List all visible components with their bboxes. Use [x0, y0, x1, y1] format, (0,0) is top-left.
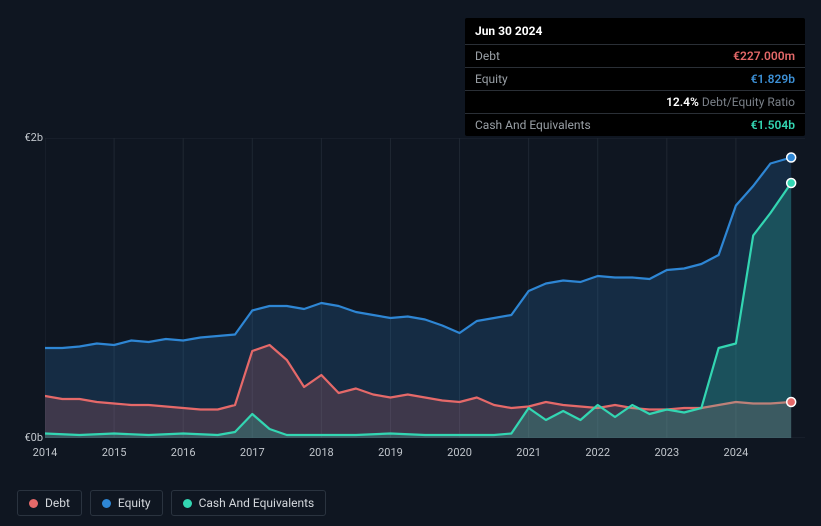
- x-tick-label: 2019: [378, 446, 403, 459]
- legend-item-cash-and-equivalents[interactable]: Cash And Equivalents: [171, 490, 327, 516]
- tooltip-row: Equity€1.829b: [465, 68, 805, 91]
- legend-item-equity[interactable]: Equity: [90, 490, 163, 516]
- x-tick-label: 2024: [724, 446, 749, 459]
- x-tick-label: 2022: [585, 446, 610, 459]
- legend-label: Equity: [118, 496, 151, 510]
- x-tick-label: 2021: [516, 446, 541, 459]
- tooltip-row-label: Debt: [475, 49, 733, 63]
- legend-label: Debt: [45, 496, 70, 510]
- x-tick-label: 2018: [309, 446, 334, 459]
- tooltip-row-label: [475, 95, 666, 109]
- legend-label: Cash And Equivalents: [199, 496, 315, 510]
- tooltip-row: Debt€227.000m: [465, 45, 805, 68]
- debt-equity-chart[interactable]: €0b €2b 2014 2015 2016 2017 2018 2019 2020 2021 2…: [17, 118, 809, 468]
- tooltip-row-label: Equity: [475, 72, 751, 86]
- chart-legend: Debt Equity Cash And Equivalents: [17, 490, 326, 516]
- tooltip-date: Jun 30 2024: [465, 18, 805, 45]
- chart-plot-area[interactable]: [45, 138, 805, 438]
- x-axis-labels: 2014201520162017201820192020202120222023…: [45, 446, 805, 466]
- tooltip-row-value: €1.829b: [751, 72, 795, 86]
- x-tick-label: 2023: [654, 446, 679, 459]
- x-tick-label: 2020: [447, 446, 472, 459]
- x-tick-label: 2014: [33, 446, 58, 459]
- legend-dot-icon: [29, 499, 38, 508]
- x-tick-label: 2015: [102, 446, 127, 459]
- tooltip-row-value: €227.000m: [733, 49, 795, 63]
- x-tick-label: 2017: [240, 446, 265, 459]
- x-tick-label: 2016: [171, 446, 196, 459]
- legend-item-debt[interactable]: Debt: [17, 490, 82, 516]
- y-tick-label: €0b: [24, 431, 43, 444]
- y-tick-label: €2b: [24, 131, 43, 144]
- tooltip-row: 12.4% Debt/Equity Ratio: [465, 91, 805, 114]
- legend-dot-icon: [102, 499, 111, 508]
- tooltip-row-value: 12.4% Debt/Equity Ratio: [666, 95, 795, 109]
- legend-dot-icon: [183, 499, 192, 508]
